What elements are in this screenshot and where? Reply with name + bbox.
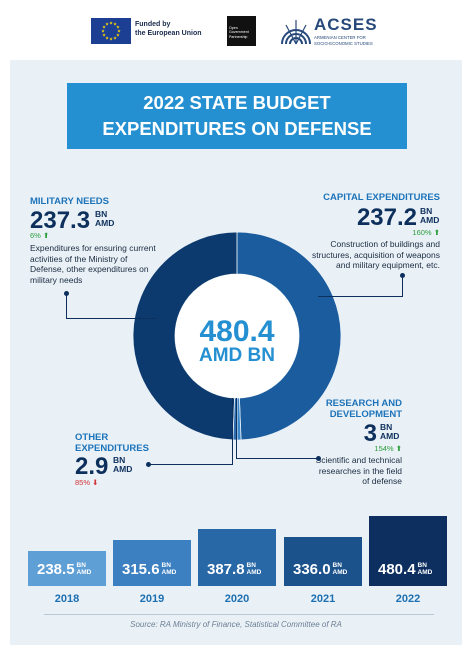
capital-heading: CAPITAL EXPENDITURES	[323, 192, 440, 203]
arrow-up-icon: ⬆	[433, 228, 440, 237]
other-leader-dot	[146, 461, 151, 467]
bar-2019	[113, 540, 191, 586]
year-label: 2021	[310, 593, 336, 605]
eu-star-icon: ★	[101, 29, 106, 34]
year-label: 2022	[395, 593, 421, 605]
military-change: 6% ⬆	[30, 231, 50, 240]
research-heading-2: DEVELOPMENT	[329, 409, 402, 420]
ogp-logo-text: Open Government Partnership	[229, 26, 249, 39]
bar-value-number: 238.5	[37, 561, 75, 578]
eu-star-icon: ★	[105, 36, 110, 41]
military-value: 237.3	[30, 207, 91, 234]
year-label: 2019	[139, 593, 165, 605]
donut-total-unit: AMD BN	[199, 345, 275, 366]
bar-2022	[369, 516, 447, 586]
bar-value-unit: BN AMD	[332, 562, 348, 576]
year-label: 2018	[54, 593, 80, 605]
other-heading-1: OTHER	[75, 432, 109, 443]
eu-star-icon: ★	[109, 21, 114, 26]
eu-funding-text: Funded by the European Union	[135, 21, 202, 37]
title-line-2: EXPENDITURES ON DEFENSE	[102, 118, 372, 139]
bar-value-unit: BN AMD	[161, 562, 177, 576]
research-leader-line-h	[236, 458, 318, 459]
military-leader-dot	[63, 291, 69, 296]
eu-star-icon: ★	[102, 33, 107, 38]
divider	[44, 614, 434, 615]
acses-emblem-icon	[280, 16, 312, 46]
bar-value-label: 480.4 BN AMD	[378, 562, 432, 578]
acses-logo-subtitle: ARMENIAN CENTER FOR SOCIO-ECONOMIC STUDI…	[314, 35, 373, 46]
research-unit-amd: AMD	[380, 431, 400, 441]
capital-change: 160% ⬆	[412, 228, 440, 237]
bar-value-label: 315.6 BN AMD	[122, 562, 176, 578]
eu-star-icon: ★	[105, 22, 110, 27]
bar-value-number: 336.0	[293, 561, 331, 578]
other-value: 2.9	[75, 453, 109, 480]
bar-value-number: 315.6	[122, 561, 160, 578]
arrow-down-icon: ⬇	[92, 478, 99, 487]
research-value: 3	[363, 420, 377, 447]
other-heading-2: EXPENDITURES	[75, 443, 149, 454]
bar-value-label: 387.8 BN AMD	[207, 562, 261, 578]
ogp-logo	[227, 16, 256, 46]
eu-star-icon: ★	[116, 25, 121, 30]
bar-2020	[198, 529, 276, 586]
research-change: 154% ⬆	[374, 444, 402, 453]
bar-value-label: 336.0 BN AMD	[293, 562, 347, 578]
acses-logo-name: ACSES	[314, 15, 378, 34]
eu-star-icon: ★	[113, 22, 118, 27]
bar-2021	[284, 537, 362, 586]
military-leader-line	[66, 295, 67, 318]
military-unit-bn: BN	[95, 209, 108, 219]
title-box	[67, 83, 407, 149]
donut-total-value: 480.4	[199, 315, 275, 348]
arrow-up-icon: ⬆	[42, 231, 50, 240]
military-leader-line-h	[66, 318, 156, 319]
capital-leader-line-h	[318, 296, 403, 297]
bar-value-unit: BN AMD	[76, 562, 92, 576]
eu-star-icon: ★	[102, 25, 107, 30]
research-heading-1: RESEARCH AND	[325, 398, 402, 409]
research-leader-line	[236, 398, 237, 458]
eu-flag-icon: ★ ★ ★ ★ ★ ★ ★ ★ ★ ★ ★ ★	[91, 18, 131, 44]
year-label: 2020	[224, 593, 250, 605]
eu-star-icon: ★	[113, 36, 118, 41]
capital-value: 237.2	[356, 204, 417, 231]
capital-description: Construction of buildings and structures…	[311, 239, 440, 270]
other-unit-bn: BN	[113, 455, 126, 465]
research-unit-bn: BN	[380, 422, 393, 432]
military-unit-amd: AMD	[95, 218, 115, 228]
bar-value-unit: BN AMD	[417, 562, 433, 576]
other-leader-line	[232, 398, 233, 465]
eu-star-icon: ★	[116, 33, 121, 38]
arrow-up-icon: ⬆	[395, 444, 402, 453]
capital-unit-amd: AMD	[420, 215, 440, 225]
other-leader-line-h	[150, 464, 232, 465]
bar-value-number: 387.8	[207, 561, 245, 578]
capital-leader-line	[402, 276, 403, 296]
other-unit-amd: AMD	[113, 464, 133, 474]
source-note: Source: RA Ministry of Finance, Statisti…	[130, 620, 342, 629]
eu-star-icon: ★	[109, 37, 114, 42]
title-line-1: 2022 STATE BUDGET	[143, 92, 331, 113]
eu-star-icon: ★	[117, 29, 122, 34]
bar-value-label: 238.5 BN AMD	[37, 562, 91, 578]
capital-leader-dot	[399, 273, 405, 278]
donut-hole	[175, 274, 299, 398]
military-description: Expenditures for ensuring current activi…	[30, 243, 156, 285]
other-change: 85% ⬇	[75, 478, 99, 487]
bar-value-number: 480.4	[378, 561, 416, 578]
capital-unit-bn: BN	[420, 206, 433, 216]
research-description: Scientific and technical researches in t…	[315, 455, 402, 486]
bar-2018	[28, 551, 106, 586]
research-leader-dot	[316, 455, 321, 461]
military-heading: MILITARY NEEDS	[30, 196, 109, 207]
bar-value-unit: BN AMD	[246, 562, 262, 576]
